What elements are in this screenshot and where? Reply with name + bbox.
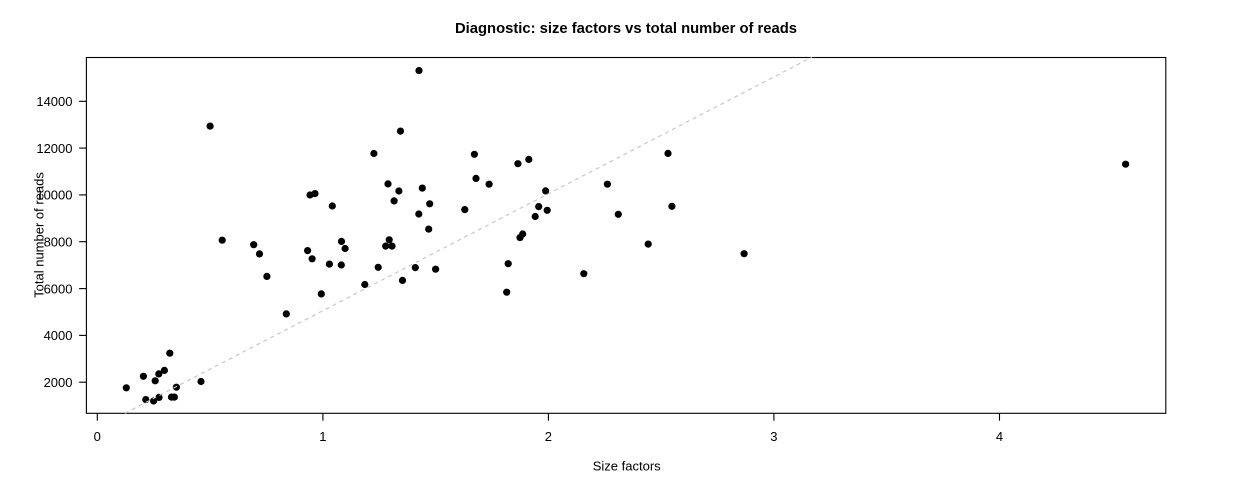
svg-text:6000: 6000 (44, 281, 73, 296)
svg-text:12000: 12000 (36, 141, 72, 156)
svg-text:0: 0 (94, 429, 101, 444)
svg-text:4000: 4000 (44, 328, 73, 343)
svg-text:Diagnostic: size factors vs to: Diagnostic: size factors vs total number… (455, 21, 797, 37)
svg-text:3: 3 (770, 429, 777, 444)
svg-text:4: 4 (996, 429, 1003, 444)
svg-text:2000: 2000 (44, 375, 73, 390)
svg-text:1: 1 (319, 429, 326, 444)
svg-text:10000: 10000 (36, 188, 72, 203)
svg-text:Size factors: Size factors (593, 458, 661, 473)
svg-text:2: 2 (545, 429, 552, 444)
svg-text:8000: 8000 (44, 235, 73, 250)
svg-text:Total number of reads: Total number of reads (32, 172, 47, 298)
svg-text:14000: 14000 (36, 94, 72, 109)
